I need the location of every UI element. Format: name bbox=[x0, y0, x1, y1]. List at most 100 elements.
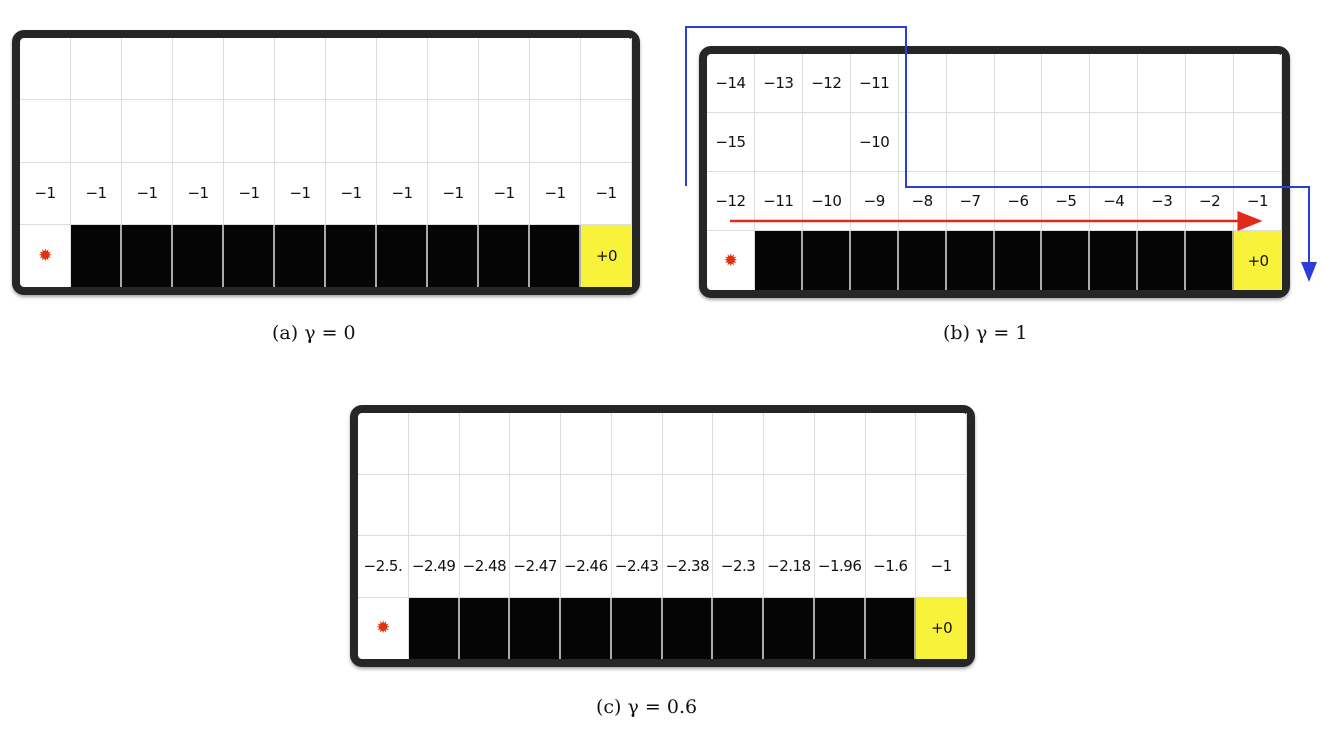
grid-cell: −1.6 bbox=[865, 536, 917, 598]
grid-cell bbox=[561, 413, 612, 475]
grid-cell bbox=[1138, 113, 1187, 172]
grid-cell: −6 bbox=[994, 172, 1043, 231]
grid-cell bbox=[1186, 113, 1235, 172]
cliff-cell bbox=[946, 231, 995, 290]
goal-cell: +0 bbox=[1234, 231, 1282, 290]
grid-cell bbox=[530, 100, 581, 163]
grid-cell bbox=[1090, 54, 1139, 113]
grid-cell: −1 bbox=[916, 536, 967, 598]
grid-cell: −2.38 bbox=[662, 536, 714, 598]
grid-cell bbox=[428, 100, 479, 163]
grid-cell: −1 bbox=[275, 162, 326, 225]
grid-cell: −1 bbox=[20, 162, 71, 225]
grid-cell: −12 bbox=[802, 54, 851, 113]
grid-cell bbox=[377, 38, 428, 101]
cliff-cell bbox=[898, 231, 947, 290]
grid-cell bbox=[611, 413, 663, 475]
grid-cell bbox=[1234, 113, 1282, 172]
grid-cell bbox=[946, 113, 995, 172]
gridworld-panel-c: −2.5. −2.49 −2.48 −2.47 −2.46 −2.43 −2.38 −2.3−… bbox=[350, 405, 975, 667]
grid-cell bbox=[275, 100, 326, 163]
grid: −2.5. −2.49 −2.48 −2.47 −2.46 −2.43 −2.38 −2.3−… bbox=[358, 413, 967, 659]
grid-cell bbox=[428, 38, 479, 101]
grid-cell bbox=[358, 474, 409, 536]
grid-cell bbox=[479, 38, 530, 101]
cliff-cell bbox=[459, 597, 511, 659]
goal-cell: +0 bbox=[916, 597, 967, 659]
grid-cell: −2.47 bbox=[510, 536, 561, 598]
grid-cell bbox=[510, 413, 561, 475]
cliff-cell bbox=[1186, 231, 1235, 290]
grid-cell bbox=[1186, 54, 1235, 113]
grid-cell: −7 bbox=[946, 172, 995, 231]
grid-cell bbox=[510, 474, 561, 536]
gridworld-panel-b: −14 −13 −12 −11 −15 −10 −12 −11 −10 −9 −8 −7 −6 −5 −4−… bbox=[699, 46, 1290, 298]
grid-cell bbox=[1042, 54, 1091, 113]
cliff-cell bbox=[865, 597, 917, 659]
grid-cell bbox=[1138, 54, 1187, 113]
grid-cell bbox=[662, 413, 714, 475]
grid-cell: −1 bbox=[530, 162, 581, 225]
grid-cell: −2.46 bbox=[561, 536, 612, 598]
grid-cell bbox=[865, 474, 917, 536]
grid-cell bbox=[916, 474, 967, 536]
grid-cell: −3 bbox=[1138, 172, 1187, 231]
grid-cell bbox=[71, 100, 122, 163]
grid-cell: −10 bbox=[850, 113, 899, 172]
grid-cell bbox=[898, 113, 947, 172]
cliff-cell bbox=[428, 224, 479, 287]
cliff-cell bbox=[224, 224, 275, 287]
grid: −14 −13 −12 −11 −15 −10 −12 −11 −10 −9 −8 −7 −6 −5 −4−… bbox=[707, 54, 1282, 290]
grid-cell bbox=[713, 474, 764, 536]
grid-cell bbox=[1042, 113, 1091, 172]
grid-cell bbox=[994, 113, 1043, 172]
goal-cell: +0 bbox=[581, 224, 632, 287]
caption-b: (b) γ = 1 bbox=[943, 322, 1028, 344]
grid-cell bbox=[611, 474, 663, 536]
grid-cell: −1 bbox=[581, 162, 632, 225]
grid-cell: −1 bbox=[428, 162, 479, 225]
cliff-cell bbox=[377, 224, 428, 287]
cliff-cell bbox=[1090, 231, 1139, 290]
cliff-cell bbox=[479, 224, 530, 287]
caption-a: (a) γ = 0 bbox=[272, 322, 356, 344]
grid-cell bbox=[326, 38, 377, 101]
grid-cell bbox=[1234, 54, 1282, 113]
caption-c: (c) γ = 0.6 bbox=[596, 696, 698, 718]
grid-cell bbox=[275, 38, 326, 101]
cliff-cell bbox=[754, 231, 803, 290]
cliff-cell bbox=[994, 231, 1043, 290]
grid-cell: −2.5. bbox=[358, 536, 409, 598]
grid-cell bbox=[946, 54, 995, 113]
grid-cell: −2.3 bbox=[713, 536, 764, 598]
grid-cell: −1.96 bbox=[814, 536, 866, 598]
grid-cell bbox=[764, 413, 815, 475]
cliff-cell bbox=[561, 597, 612, 659]
grid-cell bbox=[459, 474, 511, 536]
grid-cell bbox=[479, 100, 530, 163]
grid-cell: −2.49 bbox=[408, 536, 460, 598]
grid-cell bbox=[581, 100, 632, 163]
grid-cell bbox=[814, 413, 866, 475]
grid-cell bbox=[1090, 113, 1139, 172]
gridworld-panel-a: −1 −1 −1 −1 −1 −1 −1 −1 −1 −1 −1 −1 ✹ +0 bbox=[12, 30, 640, 295]
grid-cell bbox=[358, 413, 409, 475]
cliff-cell bbox=[1138, 231, 1187, 290]
grid-cell bbox=[916, 413, 967, 475]
grid-cell bbox=[173, 100, 224, 163]
grid-cell: −1 bbox=[71, 162, 122, 225]
grid-cell bbox=[224, 38, 275, 101]
turtle-icon: ✹ bbox=[723, 250, 738, 271]
grid-cell: −1 bbox=[122, 162, 173, 225]
grid-cell bbox=[561, 474, 612, 536]
grid-cell: −9 bbox=[850, 172, 899, 231]
grid-cell bbox=[408, 474, 460, 536]
grid-cell: −1 bbox=[1234, 172, 1282, 231]
cliff-cell bbox=[764, 597, 815, 659]
grid-cell: −14 bbox=[707, 54, 755, 113]
grid-cell bbox=[122, 100, 173, 163]
grid-cell: −1 bbox=[479, 162, 530, 225]
cliff-cell bbox=[1042, 231, 1091, 290]
turtle-icon: ✹ bbox=[376, 618, 390, 639]
grid-cell: −1 bbox=[173, 162, 224, 225]
